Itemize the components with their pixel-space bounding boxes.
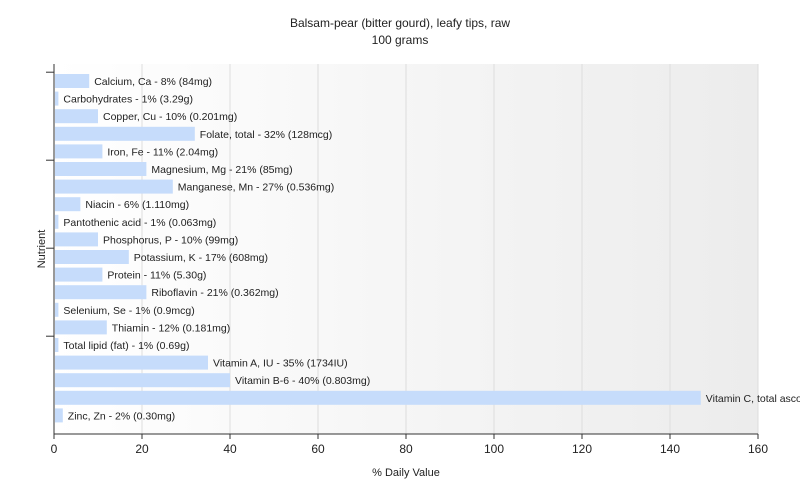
gridlines	[141, 64, 759, 434]
bar-5	[55, 162, 147, 176]
x-tick-label-0: 0	[51, 442, 58, 456]
bar-label-5: Magnesium, Mg - 21% (85mg)	[151, 164, 292, 176]
bar-label-13: Selenium, Se - 1% (0.9mcg)	[63, 305, 194, 317]
bar-label-19: Zinc, Zn - 2% (0.30mg)	[68, 410, 175, 422]
bar-label-15: Total lipid (fat) - 1% (0.69g)	[63, 340, 189, 352]
bar-14	[55, 320, 107, 335]
x-tick-label-5: 100	[484, 442, 504, 456]
bar-11	[55, 267, 103, 282]
x-tick-label-3: 60	[311, 442, 325, 456]
x-tick-label-1: 20	[135, 442, 149, 456]
bar-label-7: Niacin - 6% (1.110mg)	[85, 199, 189, 211]
x-tick-label-7: 140	[660, 442, 680, 456]
bar-label-18: Vitamin C, total ascorbic acid - 147% (8…	[706, 393, 800, 405]
bar-9	[55, 232, 98, 247]
bar-label-3: Folate, total - 32% (128mcg)	[200, 129, 332, 141]
bar-label-4: Iron, Fe - 11% (2.04mg)	[107, 146, 218, 158]
bar-13	[55, 302, 59, 317]
x-tick-label-4: 80	[399, 442, 413, 456]
x-tick-label-6: 120	[572, 442, 592, 456]
y-axis-label: Nutrient	[36, 230, 48, 269]
bar-7	[55, 197, 81, 212]
bar-label-8: Pantothenic acid - 1% (0.063mg)	[63, 217, 216, 229]
chart-subtitle: 100 grams	[372, 33, 429, 47]
bar-label-17: Vitamin B-6 - 40% (0.803mg)	[235, 375, 370, 387]
bar-12	[55, 285, 147, 300]
bar-6	[55, 179, 173, 194]
bar-label-11: Protein - 11% (5.30g)	[107, 270, 206, 282]
bar-label-9: Phosphorus, P - 10% (99mg)	[103, 234, 238, 246]
bar-17	[55, 373, 230, 388]
bar-label-1: Carbohydrates - 1% (3.29g)	[63, 94, 193, 106]
x-tick-label-8: 160	[748, 442, 768, 456]
bar-label-10: Potassium, K - 17% (608mg)	[134, 252, 268, 264]
bar-label-6: Manganese, Mn - 27% (0.536mg)	[178, 182, 334, 194]
bar-label-2: Copper, Cu - 10% (0.201mg)	[103, 111, 237, 123]
bar-18	[55, 390, 701, 405]
bar-19	[55, 408, 63, 423]
bar-10	[55, 250, 129, 264]
bar-15	[55, 338, 59, 352]
bar-label-0: Calcium, Ca - 8% (84mg)	[94, 76, 212, 88]
x-axis-label: % Daily Value	[372, 467, 440, 479]
bar-label-16: Vitamin A, IU - 35% (1734IU)	[213, 358, 348, 370]
bar-4	[55, 144, 103, 159]
bar-16	[55, 355, 208, 370]
bar-0	[55, 74, 90, 88]
chart-title: Balsam-pear (bitter gourd), leafy tips, …	[290, 16, 510, 30]
bar-label-12: Riboflavin - 21% (0.362mg)	[151, 287, 278, 299]
bars: Calcium, Ca - 8% (84mg) Carbohydrates - 1…	[55, 74, 800, 423]
bar-1	[55, 91, 59, 106]
bar-label-14: Thiamin - 12% (0.181mg)	[112, 322, 230, 334]
bar-3	[55, 126, 195, 141]
bar-8	[55, 214, 59, 229]
x-tick-label-2: 40	[223, 442, 237, 456]
axes: 0 20 40 60 80 100 120 140 160	[46, 64, 768, 456]
bar-2	[55, 109, 98, 124]
